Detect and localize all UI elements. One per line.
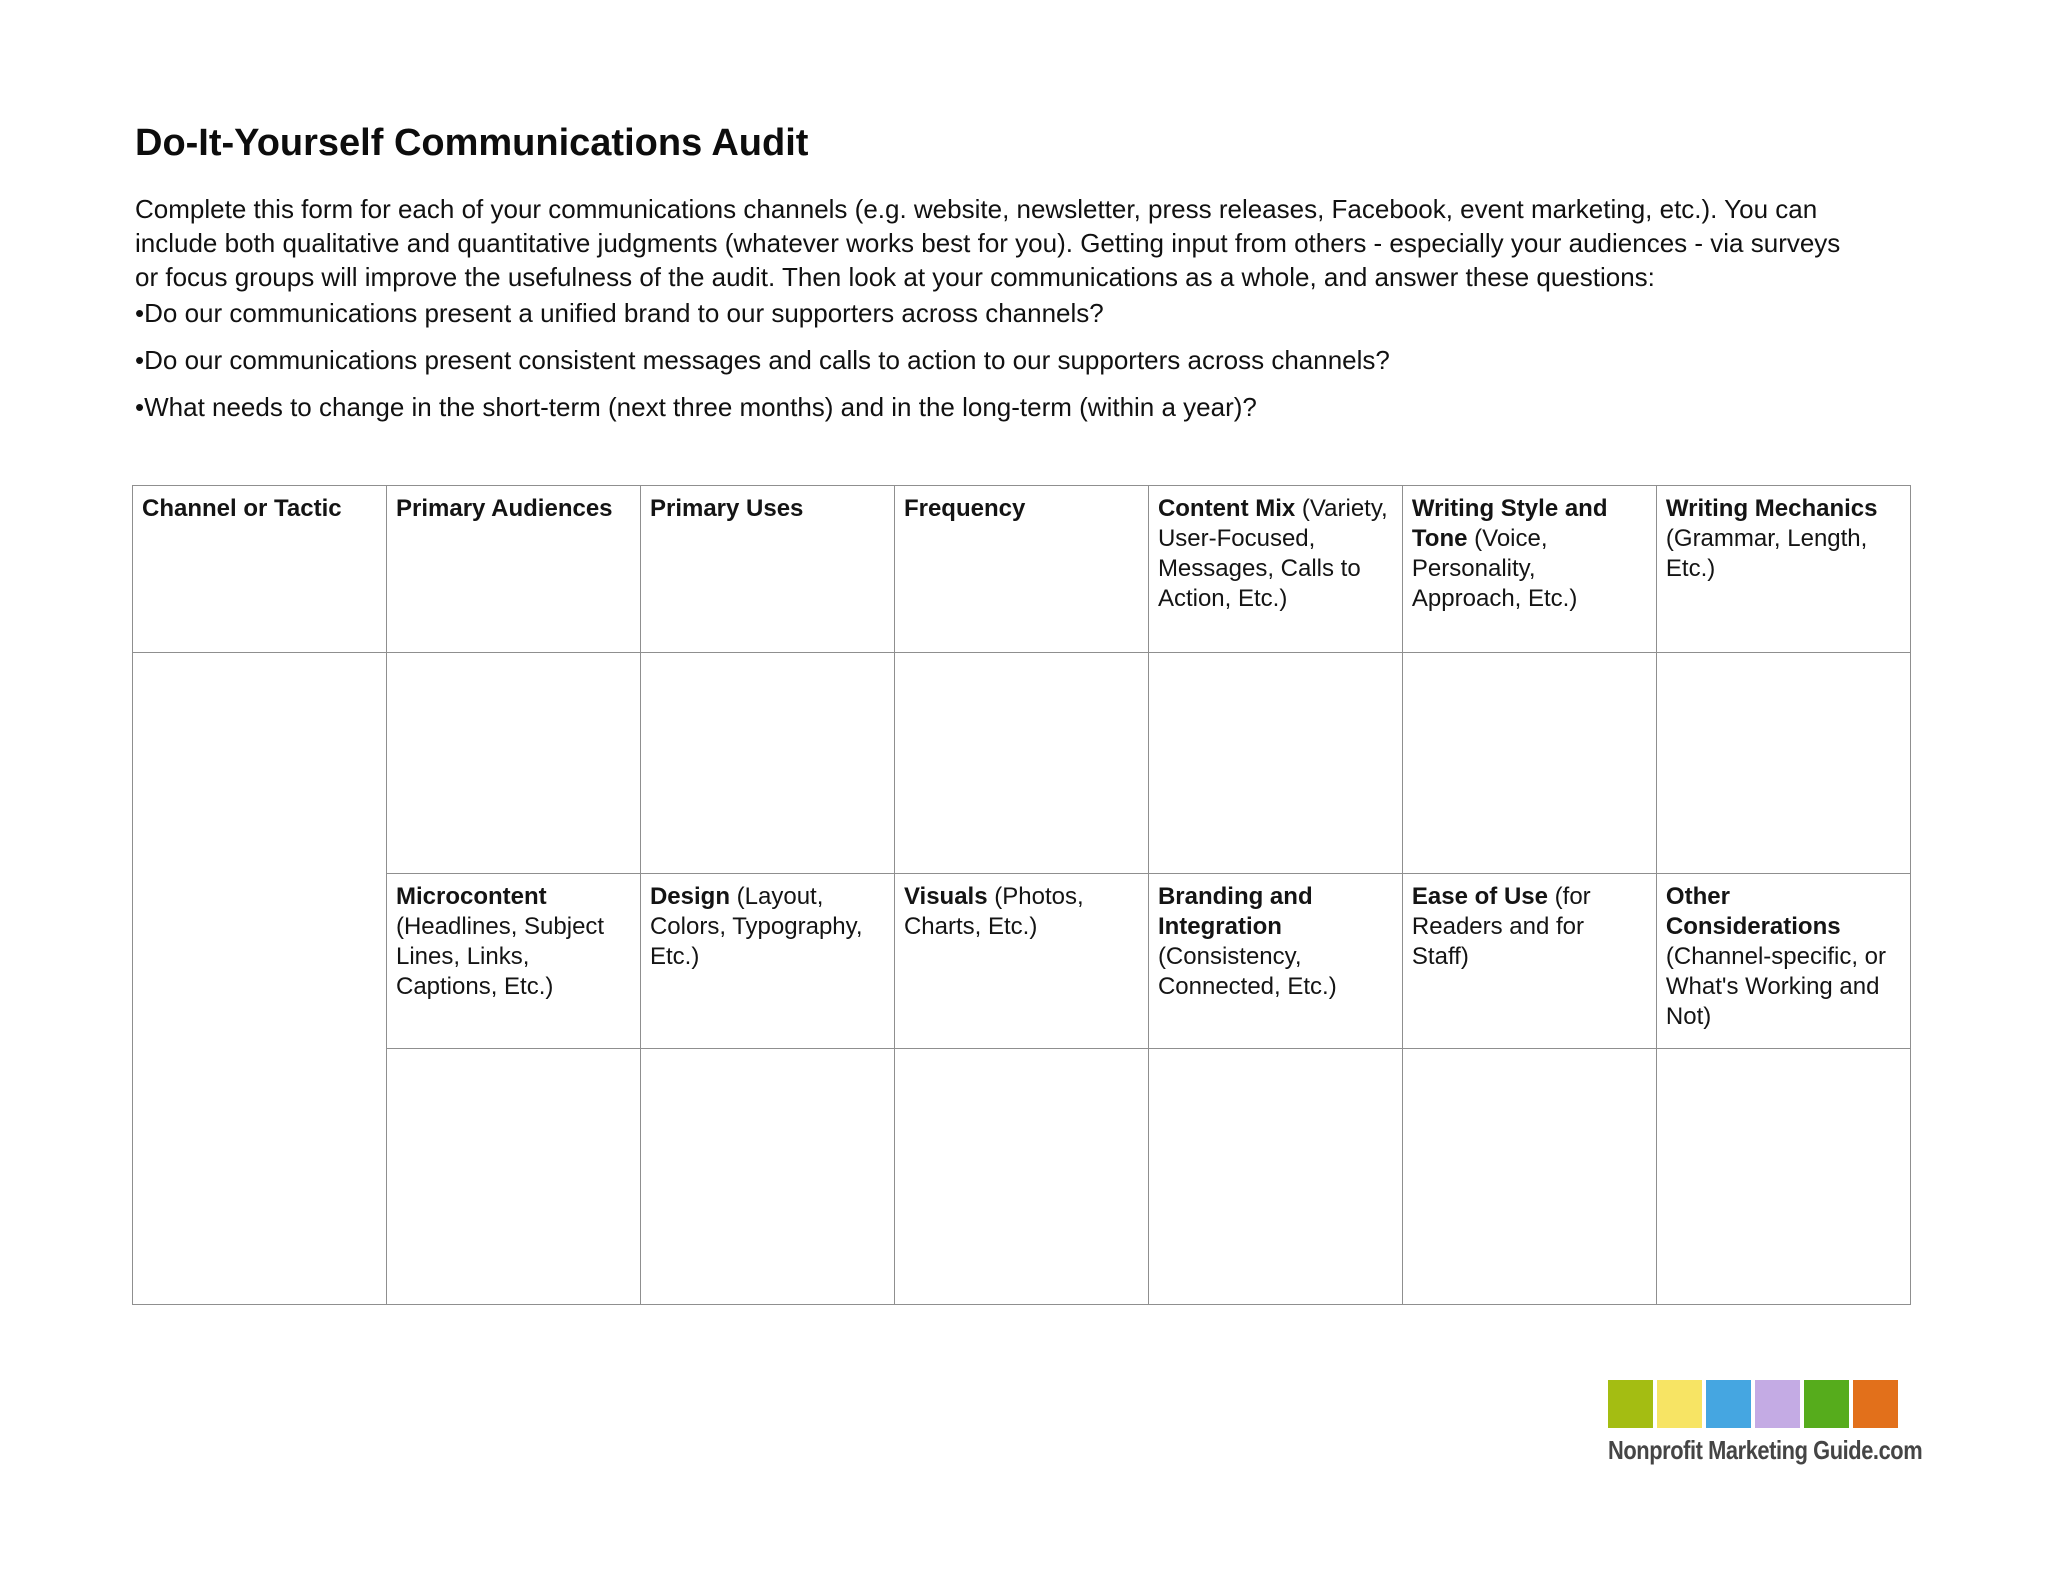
blank-cell — [385, 652, 641, 874]
header-label: Content Mix — [1157, 495, 1296, 522]
header-cell-other-considerations: Other Considerations (Channel-specific, … — [1655, 873, 1912, 1049]
header-cell-branding-and-integration: Branding and Integration (Consistency, C… — [1147, 873, 1403, 1049]
header-sublabel: (Voice, Personality, Approach, Etc.) — [1411, 525, 1578, 612]
communications-audit-table: Channel or Tactic Primary Audiences Prim… — [132, 485, 1912, 1305]
logo-square-2 — [1657, 1380, 1702, 1428]
logo-color-squares — [1608, 1380, 1918, 1428]
header-label: Branding and Integration — [1157, 883, 1313, 940]
bullet-item-3: •What needs to change in the short-term … — [135, 392, 1257, 422]
header-cell-primary-uses: Primary Uses — [639, 485, 895, 653]
channel-or-tactic-entry-cell — [132, 652, 387, 1305]
blank-cell — [1401, 652, 1657, 874]
table-mid-header-row: Microcontent (Headlines, Subject Lines, … — [133, 873, 1912, 1049]
header-sublabel: (Channel-specific, or What's Working and… — [1665, 943, 1886, 1030]
intro-paragraph-line-2: include both qualitative and quantitativ… — [135, 228, 1841, 258]
header-cell-design: Design (Layout, Colors, Typography, Etc.… — [639, 873, 895, 1049]
header-cell-visuals: Visuals (Photos, Charts, Etc.) — [893, 873, 1149, 1049]
blank-cell — [1147, 652, 1403, 874]
header-label: Writing Style and Tone — [1411, 495, 1608, 552]
header-label: Channel or Tactic — [142, 495, 342, 522]
blank-cell — [1147, 1048, 1403, 1305]
header-sublabel: (for Readers and for Staff) — [1411, 883, 1591, 970]
header-cell-primary-audiences: Primary Audiences — [385, 485, 641, 653]
header-cell-frequency: Frequency — [893, 485, 1149, 653]
header-label: Writing Mechanics — [1665, 495, 1878, 522]
header-sublabel: (Photos, Charts, Etc.) — [903, 883, 1084, 940]
blank-cell — [893, 652, 1149, 874]
logo-square-3 — [1706, 1380, 1751, 1428]
blank-cell — [1655, 652, 1912, 874]
blank-cell — [639, 1048, 895, 1305]
header-label: Ease of Use — [1411, 883, 1548, 910]
header-label: Primary Audiences — [395, 495, 613, 522]
logo-wordmark: Nonprofit Marketing Guide.com — [1608, 1435, 1923, 1465]
header-label: Design — [649, 883, 730, 910]
header-sublabel: (Layout, Colors, Typography, Etc.) — [649, 883, 863, 970]
table-blank-row-1 — [132, 652, 1912, 1305]
page-title: Do-It-Yourself Communications Audit — [135, 122, 809, 164]
header-cell-channel-or-tactic: Channel or Tactic — [132, 485, 387, 653]
bullet-item-1: •Do our communications present a unified… — [135, 298, 1104, 328]
logo-square-1 — [1608, 1380, 1653, 1428]
header-sublabel: (Grammar, Length, Etc.) — [1665, 525, 1868, 582]
logo-square-6 — [1853, 1380, 1898, 1428]
table-blank-row-2 — [133, 1048, 1912, 1305]
blank-cell — [385, 1048, 641, 1305]
intro-paragraph-line-1: Complete this form for each of your comm… — [135, 194, 1818, 224]
logo-square-5 — [1804, 1380, 1849, 1428]
header-cell-writing-style-and-tone: Writing Style and Tone (Voice, Personali… — [1401, 485, 1657, 653]
intro-paragraph-line-3: or focus groups will improve the usefuln… — [135, 262, 1655, 292]
header-label: Other Considerations — [1665, 883, 1841, 940]
blank-cell — [1655, 1048, 1912, 1305]
blank-cell — [893, 1048, 1149, 1305]
header-label: Frequency — [903, 495, 1026, 522]
table-header-row: Channel or Tactic Primary Audiences Prim… — [132, 485, 1912, 653]
header-sublabel: (Variety, User-Focused, Messages, Calls … — [1157, 495, 1388, 612]
header-label: Visuals — [903, 883, 988, 910]
blank-cell — [639, 652, 895, 874]
blank-cell — [1401, 1048, 1657, 1305]
bullet-item-2: •Do our communications present consisten… — [135, 345, 1390, 375]
header-cell-microcontent: Microcontent (Headlines, Subject Lines, … — [385, 873, 641, 1049]
header-sublabel: (Headlines, Subject Lines, Links, Captio… — [395, 913, 605, 1000]
header-label: Primary Uses — [649, 495, 804, 522]
nonprofit-marketing-guide-logo: Nonprofit Marketing Guide.com — [1608, 1380, 1923, 1466]
header-label: Microcontent — [395, 883, 547, 910]
header-cell-ease-of-use: Ease of Use (for Readers and for Staff) — [1401, 873, 1657, 1049]
header-cell-content-mix: Content Mix (Variety, User-Focused, Mess… — [1147, 485, 1403, 653]
logo-square-4 — [1755, 1380, 1800, 1428]
header-sublabel: (Consistency, Connected, Etc.) — [1157, 943, 1337, 1000]
header-cell-writing-mechanics: Writing Mechanics (Grammar, Length, Etc.… — [1655, 485, 1912, 653]
